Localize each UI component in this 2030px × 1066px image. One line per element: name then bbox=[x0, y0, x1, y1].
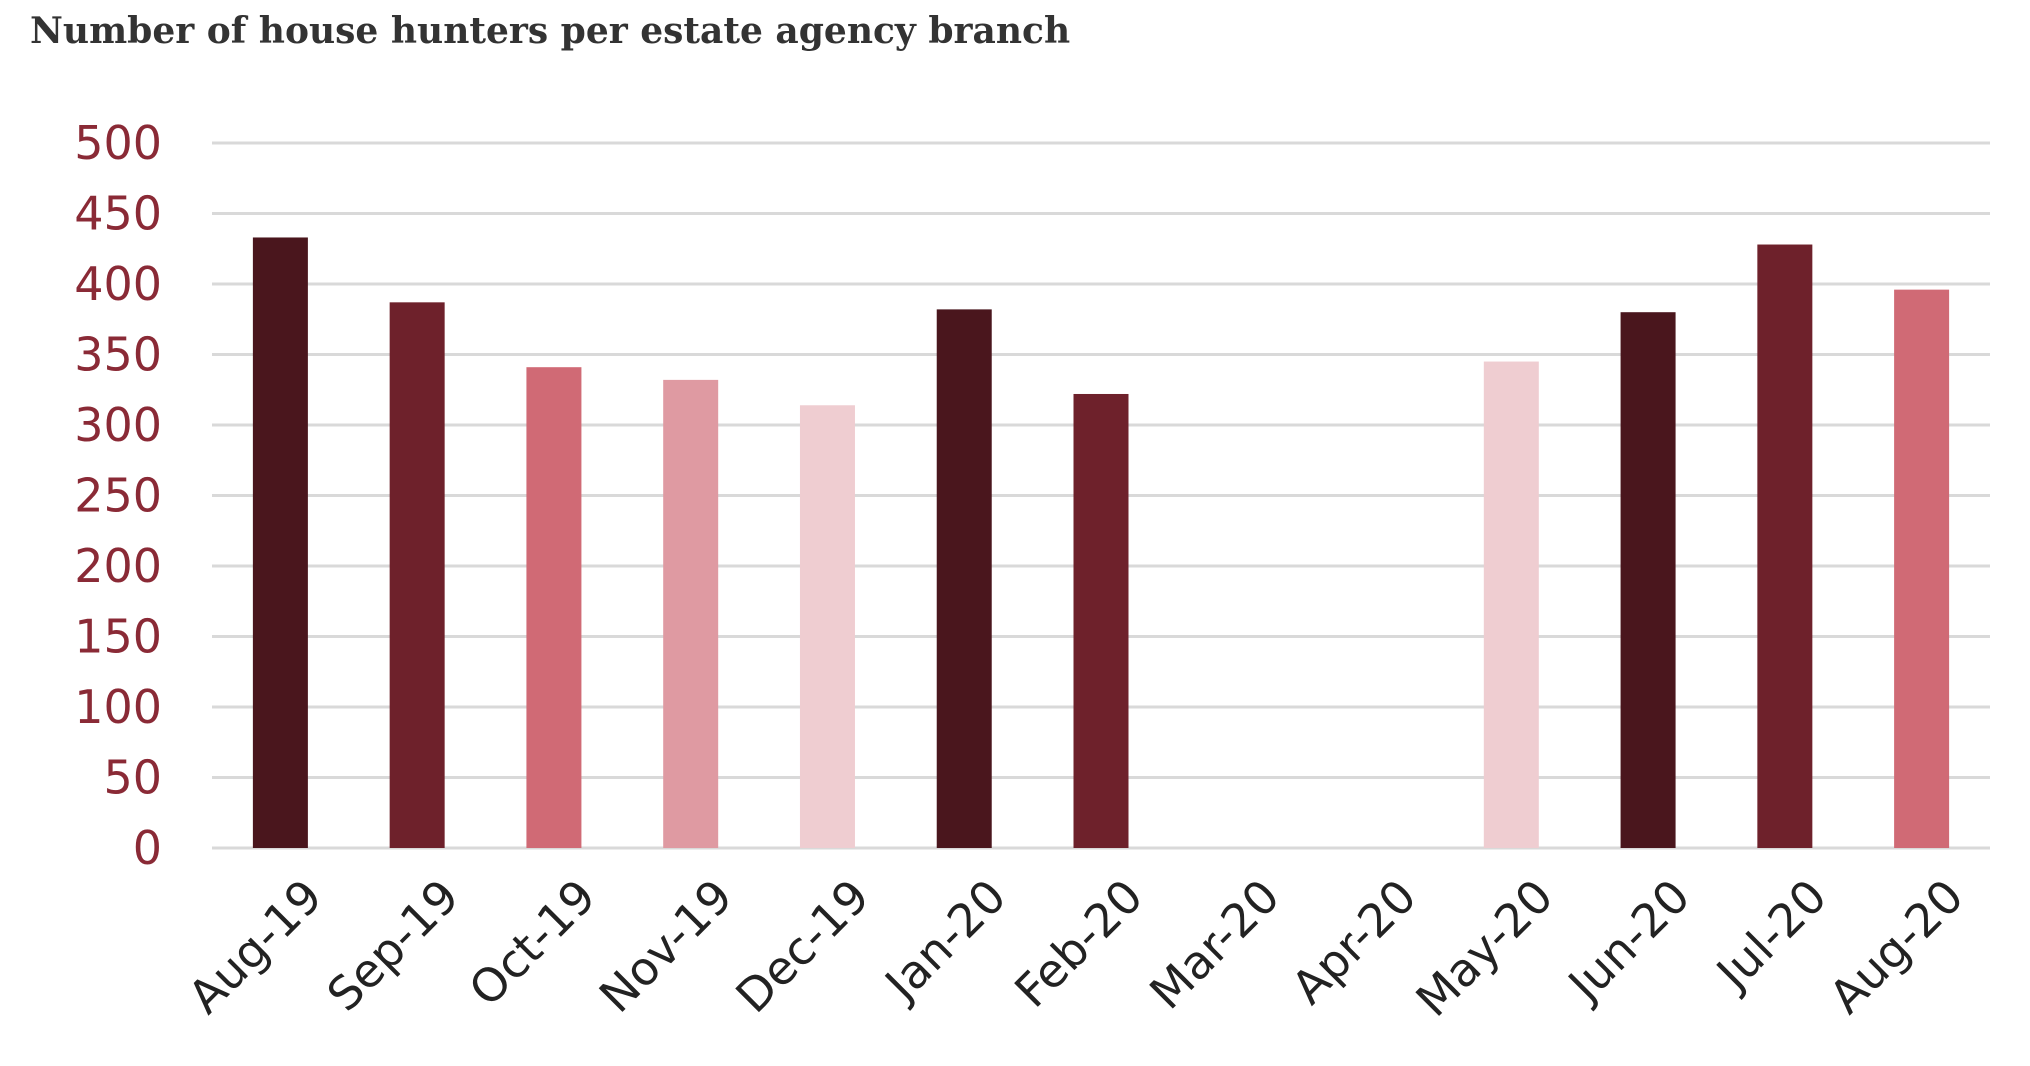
x-tick-label: Apr-20 bbox=[1281, 869, 1427, 1015]
bar-oct-19 bbox=[526, 367, 582, 848]
x-tick-label: Feb-20 bbox=[1004, 869, 1153, 1018]
x-tick-label: Jan-20 bbox=[873, 869, 1017, 1013]
y-tick-label: 450 bbox=[74, 187, 162, 241]
y-tick-label: 350 bbox=[74, 328, 162, 382]
x-axis-ticks: Aug-19Sep-19Oct-19Nov-19Dec-19Jan-20Feb-… bbox=[178, 869, 1974, 1027]
bar-feb-20 bbox=[1073, 393, 1129, 848]
x-tick-label: Dec-19 bbox=[725, 869, 879, 1023]
y-axis-ticks: 0 50 100 150 200 250 300 350 400 450 500 bbox=[74, 116, 162, 875]
bar-nov-19 bbox=[663, 379, 719, 848]
y-tick-label: 400 bbox=[74, 257, 162, 311]
bar-may-20 bbox=[1483, 361, 1539, 848]
y-tick-label: 500 bbox=[74, 116, 162, 170]
x-tick-label: May-20 bbox=[1405, 869, 1563, 1027]
bar-jul-20 bbox=[1757, 244, 1813, 848]
y-tick-label: 250 bbox=[74, 469, 162, 523]
x-tick-label: Oct-19 bbox=[458, 869, 606, 1017]
bar-sep-19 bbox=[389, 302, 445, 849]
x-tick-label: Jun-20 bbox=[1556, 869, 1700, 1013]
y-tick-label: 100 bbox=[74, 680, 162, 734]
x-tick-label: Jul-20 bbox=[1704, 869, 1837, 1002]
x-tick-label: Sep-19 bbox=[317, 869, 470, 1022]
y-tick-label: 300 bbox=[74, 398, 162, 452]
bar-jan-20 bbox=[936, 309, 992, 848]
y-tick-label: 50 bbox=[103, 751, 162, 805]
bar-aug-20 bbox=[1894, 289, 1950, 848]
x-tick-label: Aug-19 bbox=[178, 869, 333, 1024]
x-tick-label: Aug-20 bbox=[1819, 869, 1974, 1024]
bars bbox=[252, 237, 1950, 849]
bar-jun-20 bbox=[1620, 312, 1676, 848]
y-tick-label: 150 bbox=[74, 610, 162, 664]
bar-dec-19 bbox=[799, 405, 855, 848]
x-tick-label: Nov-19 bbox=[589, 869, 743, 1023]
y-tick-label: 0 bbox=[133, 821, 162, 875]
bar-aug-19 bbox=[252, 237, 308, 849]
x-tick-label: Mar-20 bbox=[1139, 869, 1290, 1020]
y-tick-label: 200 bbox=[74, 539, 162, 593]
chart-title: Number of house hunters per estate agenc… bbox=[30, 10, 1071, 52]
